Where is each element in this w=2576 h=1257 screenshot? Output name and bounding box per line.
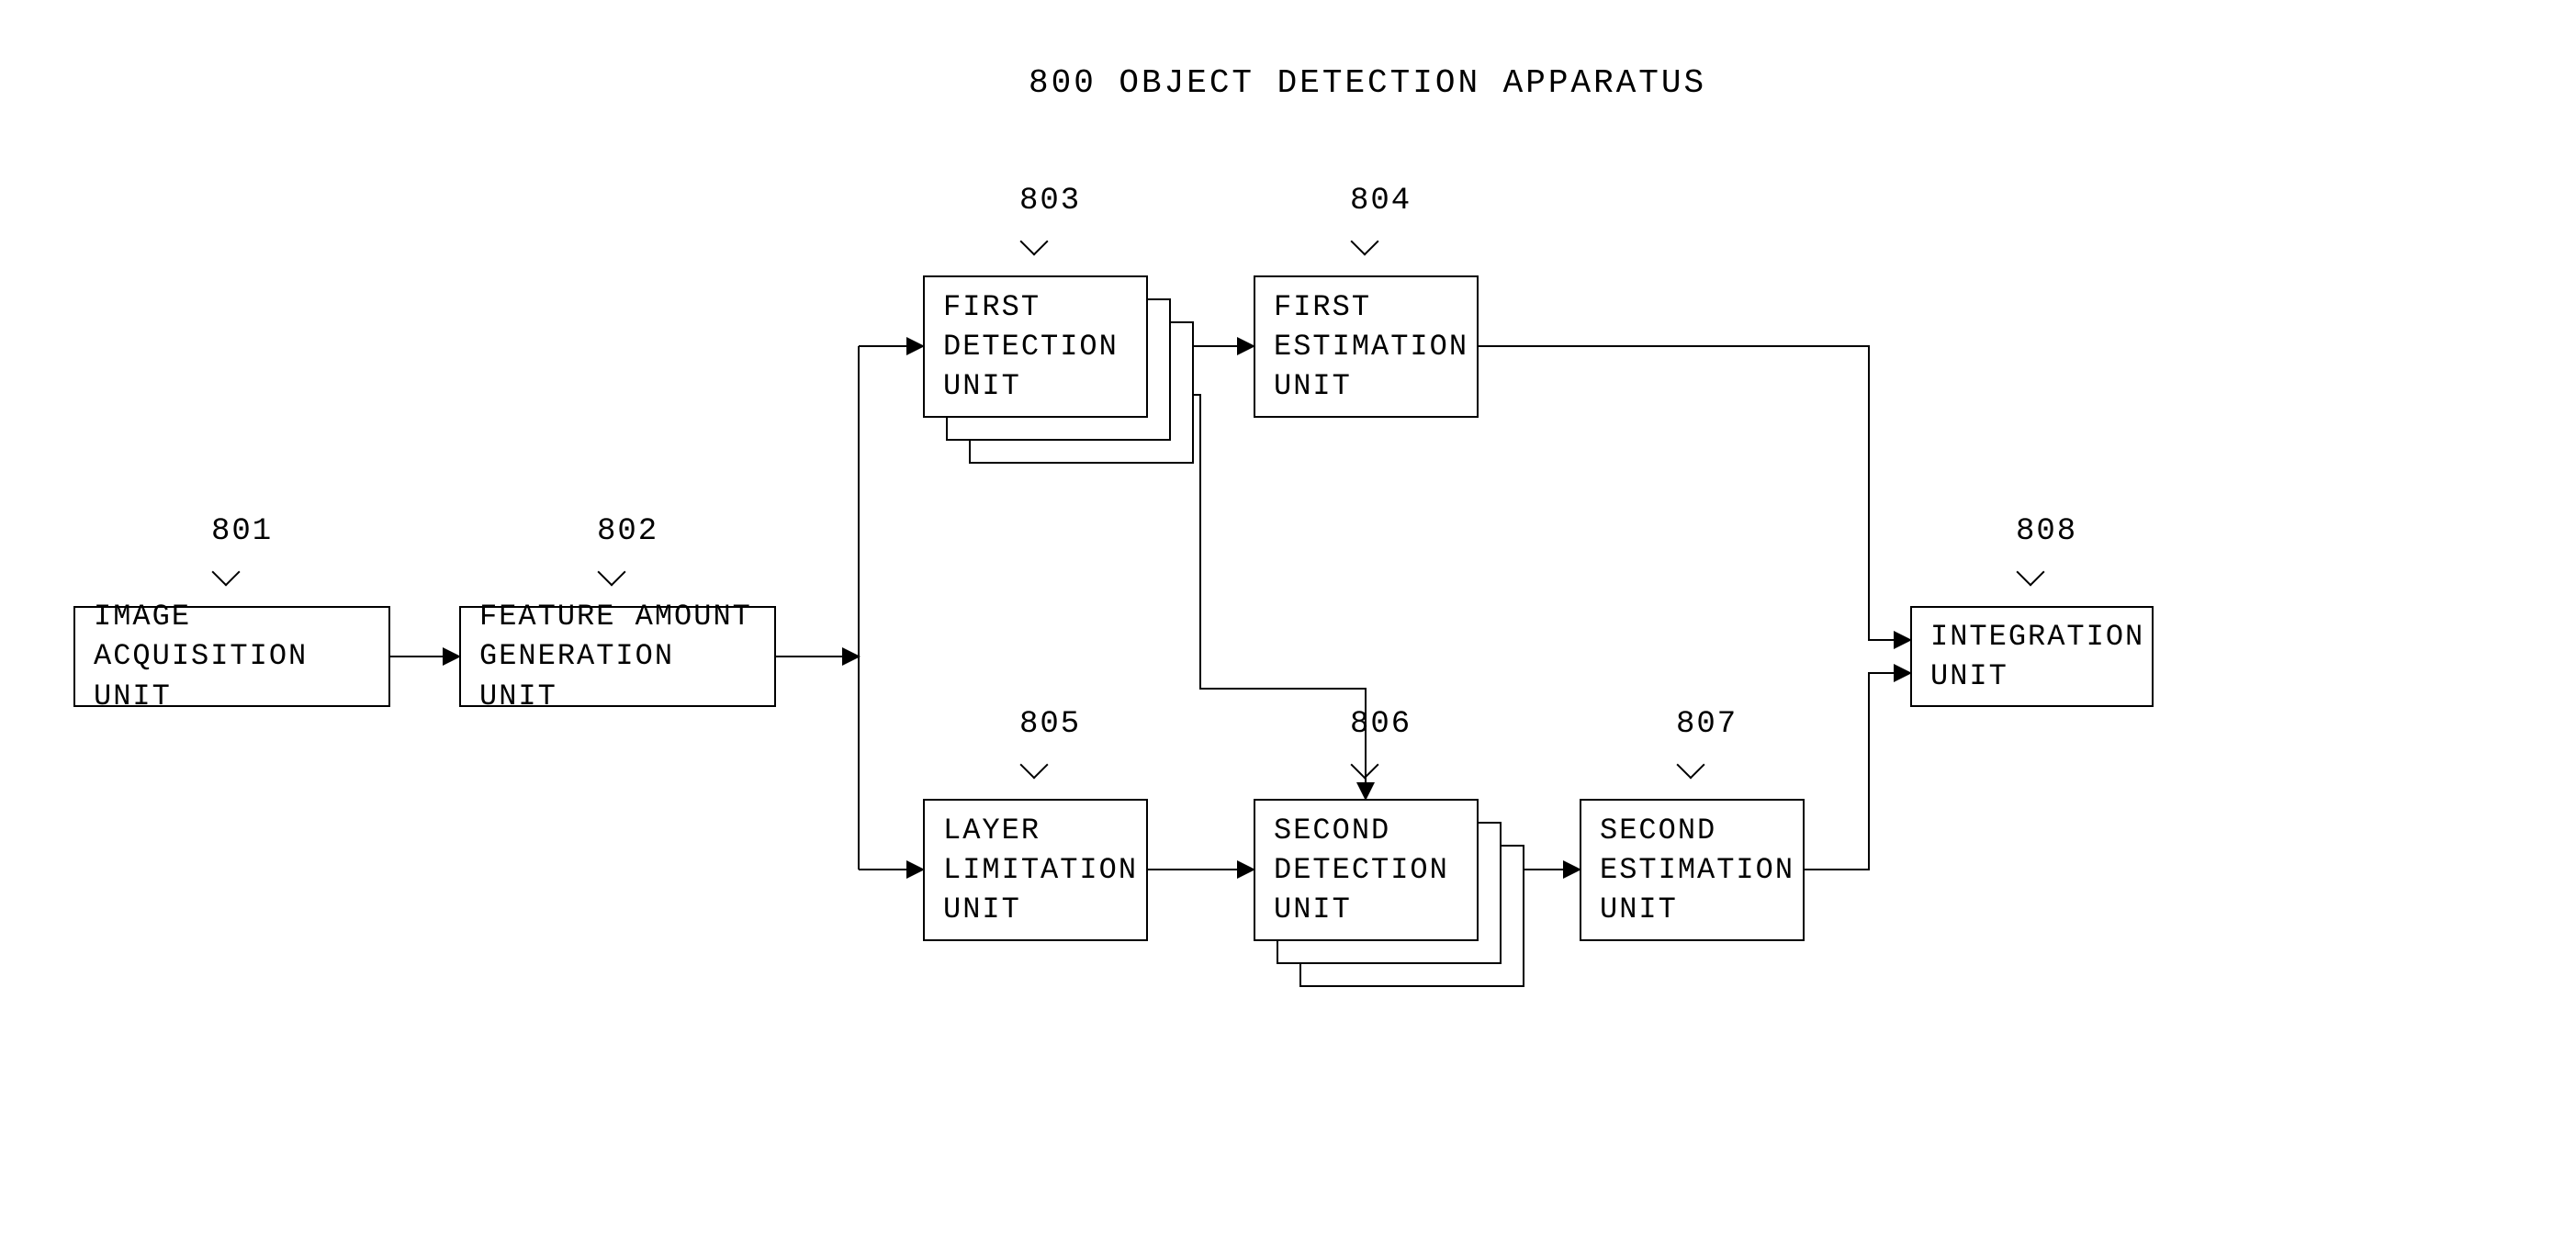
box-801-line2: ACQUISITION UNIT xyxy=(94,636,370,715)
label-806: 806 xyxy=(1350,707,1412,742)
label-805: 805 xyxy=(1019,707,1081,742)
box-801: IMAGEACQUISITION UNIT xyxy=(73,606,390,707)
label-807: 807 xyxy=(1676,707,1738,742)
box-805-line1: LAYER xyxy=(943,811,1128,850)
label-803: 803 xyxy=(1019,184,1081,219)
box-806-line2: DETECTION xyxy=(1274,850,1458,890)
box-806: SECONDDETECTIONUNIT xyxy=(1254,799,1479,941)
box-804-line1: FIRST xyxy=(1274,287,1458,327)
box-807-line2: ESTIMATION xyxy=(1600,850,1784,890)
label-804: 804 xyxy=(1350,184,1412,219)
label-801: 801 xyxy=(211,514,273,549)
box-802-line2: GENERATION UNIT xyxy=(479,636,756,715)
box-802: FEATURE AMOUNTGENERATION UNIT xyxy=(459,606,776,707)
box-803-line3: UNIT xyxy=(943,366,1128,406)
box-803: FIRSTDETECTIONUNIT xyxy=(923,275,1148,418)
box-807: SECONDESTIMATIONUNIT xyxy=(1580,799,1805,941)
box-805-line3: UNIT xyxy=(943,890,1128,929)
box-808-line1: INTEGRATION xyxy=(1930,617,2133,657)
box-803-line2: DETECTION xyxy=(943,327,1128,366)
box-806-line3: UNIT xyxy=(1274,890,1458,929)
box-804-line2: ESTIMATION xyxy=(1274,327,1458,366)
box-808-line2: UNIT xyxy=(1930,657,2133,696)
box-806-line1: SECOND xyxy=(1274,811,1458,850)
box-804-line3: UNIT xyxy=(1274,366,1458,406)
box-801-line1: IMAGE xyxy=(94,597,370,636)
label-802: 802 xyxy=(597,514,658,549)
box-804: FIRSTESTIMATIONUNIT xyxy=(1254,275,1479,418)
box-805-line2: LIMITATION xyxy=(943,850,1128,890)
box-808: INTEGRATIONUNIT xyxy=(1910,606,2154,707)
box-807-line1: SECOND xyxy=(1600,811,1784,850)
label-808: 808 xyxy=(2016,514,2077,549)
box-802-line1: FEATURE AMOUNT xyxy=(479,597,756,636)
box-807-line3: UNIT xyxy=(1600,890,1784,929)
box-805: LAYERLIMITATIONUNIT xyxy=(923,799,1148,941)
box-803-line1: FIRST xyxy=(943,287,1128,327)
